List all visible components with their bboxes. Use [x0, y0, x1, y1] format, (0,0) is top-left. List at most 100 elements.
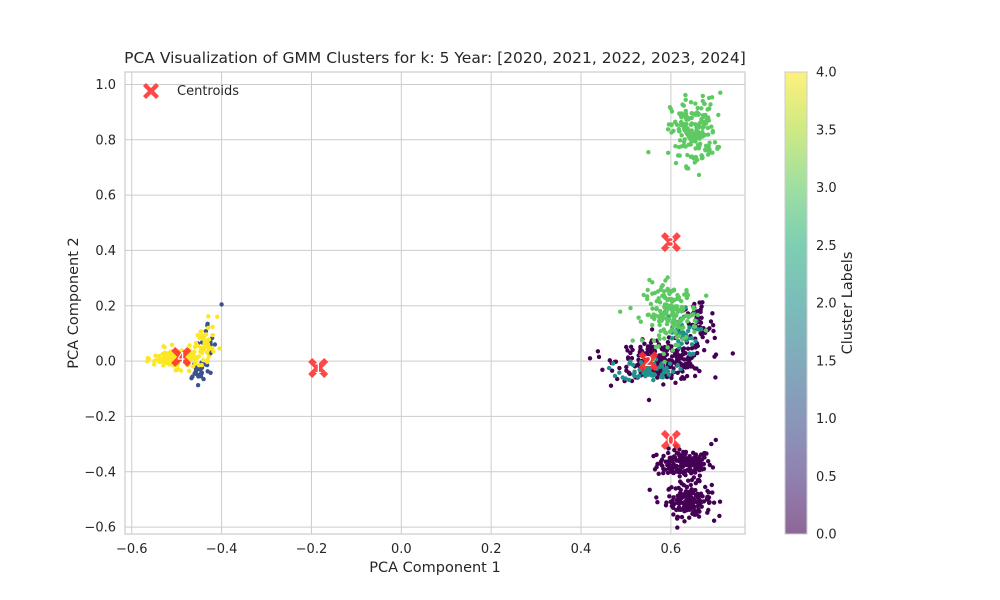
cluster-0-point: [681, 357, 687, 362]
cluster-0-point: [655, 375, 660, 380]
cluster-3-point: [665, 345, 670, 350]
cluster-3-point: [672, 322, 678, 328]
cluster-0-point: [710, 465, 716, 470]
cluster-0-point: [696, 497, 702, 502]
cluster-1-point: [192, 371, 197, 376]
cluster-0-point: [667, 486, 672, 492]
cluster-0-point: [705, 510, 710, 515]
cluster-3-point: [657, 322, 662, 328]
cluster-2-point: [698, 327, 704, 332]
cluster-3-point: [703, 328, 709, 333]
y-tick-label: 1.0: [95, 78, 116, 93]
cluster-3-point: [653, 344, 659, 350]
cluster-2-point: [687, 351, 692, 356]
cluster-4-point: [211, 349, 216, 354]
x-axis-ticks: −0.6 −0.4 −0.2 0.0 0.2 0.4 0.6: [116, 542, 681, 557]
cluster-3-point: [675, 309, 680, 314]
cluster-0-point: [630, 347, 635, 353]
cluster-2-point: [606, 365, 612, 371]
cluster-3-point: [663, 306, 668, 311]
cluster-3-point: [677, 138, 683, 143]
cluster-3-point: [645, 287, 650, 293]
cluster-0-point: [667, 494, 672, 499]
cluster-3-point: [662, 329, 667, 334]
cluster-3-point: [682, 292, 687, 297]
cluster-1-point: [219, 302, 224, 307]
cluster-0-point: [697, 479, 702, 484]
cluster-1-point: [195, 383, 201, 388]
cluster-3-point: [693, 139, 698, 144]
cluster-3-point: [670, 348, 675, 353]
cluster-2-point: [632, 370, 637, 376]
cluster-0-point: [705, 339, 710, 344]
cluster-3-point: [670, 299, 675, 304]
cluster-0-point: [663, 467, 668, 472]
cluster-0-point: [661, 382, 666, 387]
y-tick-label: 0.6: [95, 189, 116, 204]
cluster-0-point: [669, 354, 675, 359]
cluster-3-point: [676, 295, 682, 300]
cluster-2-point: [666, 372, 672, 377]
y-axis-ticks: −0.6 −0.4 −0.2 0.0 0.2 0.4 0.6 0.8 1.0: [84, 78, 116, 536]
cluster-3-point: [693, 146, 698, 151]
cluster-0-point: [697, 368, 702, 374]
cluster-3-point: [666, 150, 671, 155]
colorbar-ticks: 0.0 0.5 1.0 1.5 2.0 2.5 3.0 3.5 4.0: [816, 66, 837, 543]
cluster-0-point: [686, 456, 691, 461]
cluster-4-point: [162, 352, 167, 358]
cluster-2-point: [679, 341, 684, 346]
cluster-2-point: [617, 370, 622, 375]
cluster-4-point: [199, 350, 205, 356]
cluster-3-point: [665, 275, 670, 280]
cluster-0-point: [676, 507, 682, 512]
cluster-3-point: [703, 147, 708, 152]
cluster-3-point: [688, 154, 694, 159]
y-tick-label: 0.0: [95, 355, 116, 370]
cluster-4-point: [145, 355, 150, 361]
cluster-1-point: [204, 362, 210, 368]
cluster-3-point: [699, 156, 705, 161]
cluster-1-point: [205, 321, 210, 326]
y-axis-label: PCA Component 2: [66, 237, 82, 368]
cluster-1-point: [190, 374, 195, 379]
cluster-3-point: [655, 289, 661, 294]
cluster-3-point: [685, 319, 690, 324]
cluster-4-point: [153, 353, 158, 358]
cluster-3-point: [679, 298, 684, 304]
cluster-0-point: [697, 509, 702, 514]
cluster-0-point: [673, 486, 678, 491]
cluster-3-point: [701, 114, 706, 119]
cluster-4-point: [193, 361, 198, 366]
cluster-0-point: [655, 500, 660, 505]
cluster-2-point: [627, 361, 632, 366]
cluster-2-point: [612, 373, 618, 379]
x-tick-label: 0.4: [571, 542, 592, 557]
cluster-3-point: [664, 316, 669, 321]
cluster-0-point: [615, 376, 620, 382]
cluster-4-point: [205, 359, 210, 365]
cluster-0-point: [656, 471, 661, 476]
cluster-0-point: [684, 485, 689, 490]
legend-centroid-marker: [143, 83, 159, 99]
cluster-4-point: [206, 337, 212, 342]
cluster-0-point: [669, 375, 674, 381]
cluster-3-point: [680, 337, 686, 342]
cluster-0-point: [710, 311, 715, 316]
y-tick-label: −0.4: [84, 465, 116, 480]
cluster-3-point: [712, 140, 718, 145]
cluster-0-point: [587, 356, 593, 361]
cluster-1-point: [205, 369, 210, 374]
cluster-0-point: [681, 346, 686, 351]
colorbar-frame: [784, 71, 808, 535]
cluster-4-point: [202, 345, 207, 350]
cluster-3-point: [705, 125, 711, 131]
centroid-label: 1: [314, 362, 322, 377]
cluster-3-point: [677, 111, 682, 116]
cluster-0-point: [679, 514, 685, 520]
colorbar: [785, 72, 807, 534]
cluster-0-point: [711, 323, 716, 328]
cluster-3-point: [686, 142, 691, 147]
cluster-0-point: [646, 397, 652, 403]
cluster-0-point: [677, 474, 682, 479]
cluster-0-point: [679, 376, 684, 381]
